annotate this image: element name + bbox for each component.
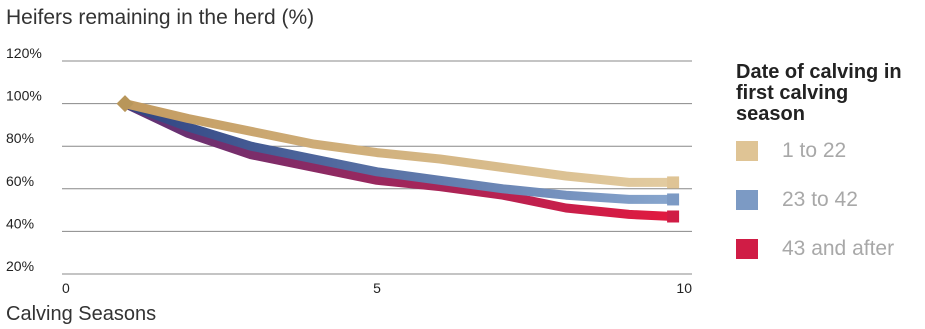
y-axis: 20% 40% 60% 80% 100% 120% — [6, 45, 42, 274]
legend-item-23-to-42: 23 to 42 — [736, 188, 921, 211]
legend-swatch — [736, 141, 758, 161]
series-start-marker — [116, 95, 134, 113]
y-tick-label: 40% — [6, 215, 34, 231]
legend-swatch — [736, 239, 758, 259]
legend-label: 43 and after — [782, 237, 895, 260]
legend-title: Date of calving in first calving season — [736, 61, 902, 125]
y-tick-label: 120% — [6, 45, 42, 61]
y-tick-label: 80% — [6, 130, 34, 146]
legend-item-43-and-after: 43 and after — [736, 237, 921, 260]
legend-label: 1 to 22 — [782, 139, 847, 162]
x-tick-label: 0 — [62, 280, 70, 296]
series-end-marker — [667, 176, 680, 189]
series-line — [123, 99, 674, 204]
series-lines — [116, 95, 680, 223]
series-end-marker — [667, 210, 680, 223]
x-tick-label: 10 — [676, 280, 692, 296]
series-line — [123, 99, 674, 187]
y-tick-label: 60% — [6, 173, 34, 189]
gridlines — [62, 60, 692, 275]
legend-item-1-to-22: 1 to 22 — [736, 139, 921, 162]
series-line — [123, 99, 674, 221]
y-tick-label: 100% — [6, 88, 42, 104]
legend: Date of calving in first calving season … — [736, 62, 921, 288]
chart-title: Heifers remaining in the herd (%) — [6, 6, 315, 29]
legend-swatch — [736, 190, 758, 210]
x-axis-label: Calving Seasons — [6, 303, 157, 325]
x-axis: 0 5 10 — [62, 280, 692, 296]
legend-label: 23 to 42 — [782, 188, 858, 211]
series-end-marker — [667, 193, 680, 206]
x-tick-label: 5 — [373, 280, 381, 296]
y-tick-label: 20% — [6, 258, 34, 274]
